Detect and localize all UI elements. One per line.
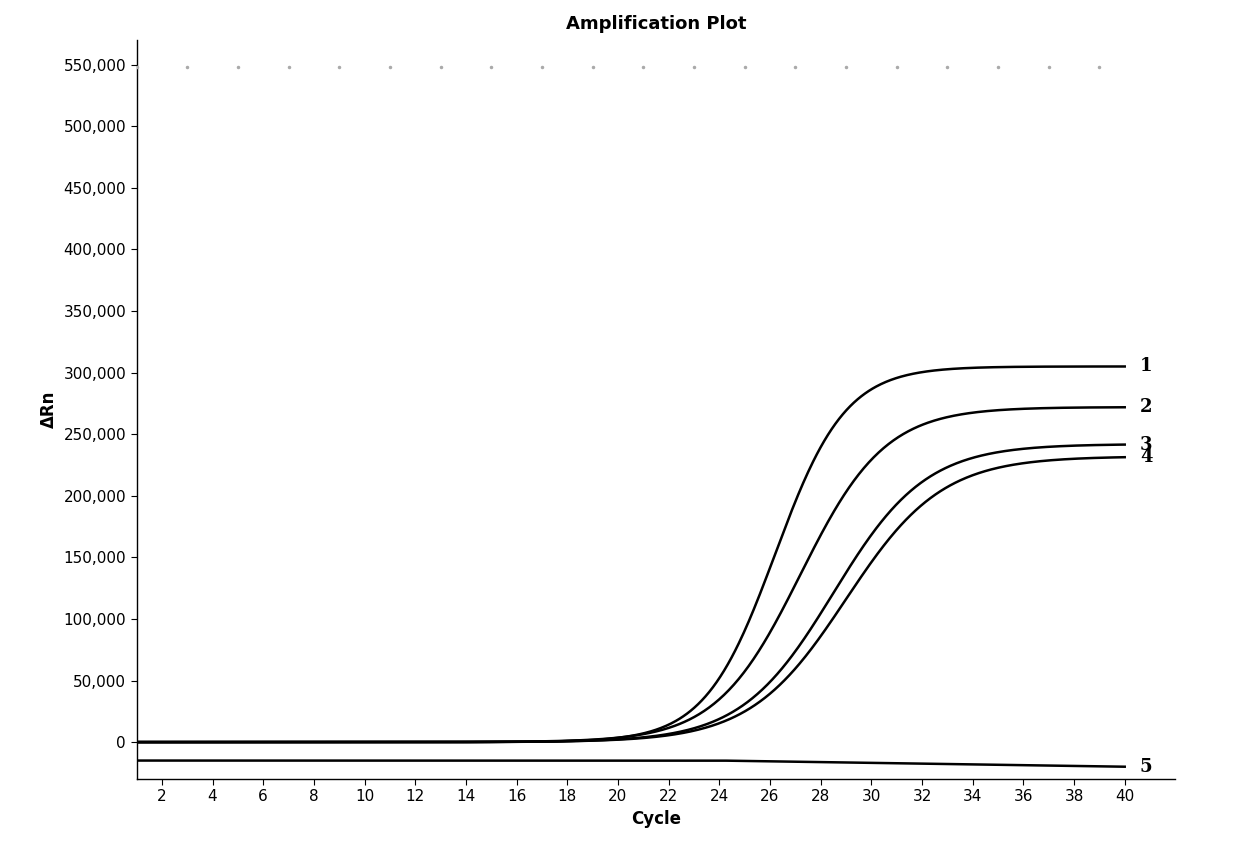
Y-axis label: ΔRn: ΔRn [40, 391, 58, 428]
Text: 4: 4 [1140, 448, 1152, 466]
Title: Amplification Plot: Amplification Plot [565, 15, 746, 33]
Text: 1: 1 [1140, 357, 1152, 375]
Text: 5: 5 [1140, 758, 1152, 776]
Text: 2: 2 [1140, 398, 1152, 416]
Text: 3: 3 [1140, 436, 1152, 454]
X-axis label: Cycle: Cycle [631, 810, 681, 828]
